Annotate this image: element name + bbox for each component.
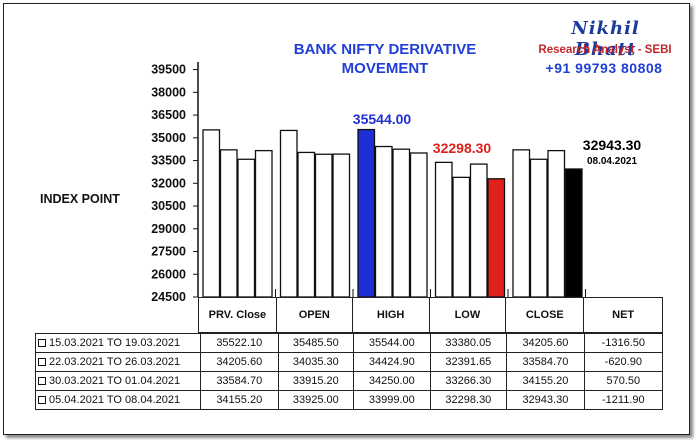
bar-close-week-1 <box>512 149 531 298</box>
bar-low-week-4 <box>487 178 506 298</box>
header-prv-close-label: PRV. Close <box>208 309 267 321</box>
cell-low: 32391.65 <box>429 352 508 372</box>
bar-high-week-1 <box>357 128 376 298</box>
cell-net: -620.90 <box>583 352 664 372</box>
title-line-2: MOVEMENT <box>341 60 429 77</box>
brand-phone: +91 99793 80808 <box>545 60 663 76</box>
annotation-close-value: 32943.30 <box>583 137 642 153</box>
bar-low-week-2 <box>452 176 471 298</box>
y-tick-label: 39500 <box>151 63 186 77</box>
row-period-text: 30.03.2021 TO 01.04.2021 <box>49 375 181 387</box>
cell-low: 33266.30 <box>429 371 508 391</box>
cell-prv-close: 34155.20 <box>200 390 279 410</box>
row-period: 05.04.2021 TO 08.04.2021 <box>34 390 202 410</box>
cell-prv-close: 33584.70 <box>200 371 279 391</box>
cell-close: 33584.70 <box>506 352 585 372</box>
cell-close: 34155.20 <box>506 371 585 391</box>
legend-square-icon <box>38 396 46 405</box>
title-line-1: BANK NIFTY DERIVATIVE <box>293 41 477 58</box>
table-row: 30.03.2021 TO 01.04.2021 33584.70 33915.20… <box>34 371 664 391</box>
legend-square-icon <box>38 377 46 386</box>
table-header: PRV. Close OPEN HIGH LOW CLOSE NET <box>198 297 663 333</box>
row-period-text: 22.03.2021 TO 26.03.2021 <box>49 356 181 368</box>
bar-open-week-1 <box>279 129 298 298</box>
y-tick-label: 32000 <box>151 176 186 190</box>
y-tick-label: 29000 <box>151 222 186 236</box>
table-row: 05.04.2021 TO 08.04.2021 34155.20 33925.00… <box>34 390 664 410</box>
cell-open: 33925.00 <box>277 390 355 410</box>
row-period: 22.03.2021 TO 26.03.2021 <box>34 352 202 372</box>
cell-high: 35544.00 <box>353 333 431 353</box>
bar-close-week-3 <box>547 149 566 298</box>
y-tick-label: 30500 <box>151 199 186 213</box>
brand-role: Research Analyst - SEBI <box>538 44 672 56</box>
annotation-high-value: 35544.00 <box>353 111 412 127</box>
legend-square-icon <box>38 358 46 367</box>
annotation-close-date: 08.04.2021 <box>587 156 637 167</box>
bar-high-week-3 <box>392 148 411 298</box>
cell-open: 33915.20 <box>277 371 355 391</box>
row-period: 15.03.2021 TO 19.03.2021 <box>34 333 202 353</box>
bar-prv-close-week-3 <box>237 158 256 298</box>
y-tick-label: 36500 <box>151 108 186 122</box>
header-prv-close: PRV. Close <box>198 297 277 333</box>
cell-low: 33380.05 <box>429 333 508 353</box>
header-high: HIGH <box>351 297 430 333</box>
y-tick-label: 35000 <box>151 131 186 145</box>
cell-close: 32943.30 <box>506 390 585 410</box>
y-tick-label: 33500 <box>151 154 186 168</box>
table-row: 15.03.2021 TO 19.03.2021 35522.10 35485.50… <box>34 333 664 353</box>
y-tick-label: 27500 <box>151 245 186 259</box>
cell-net: -1316.50 <box>583 333 664 353</box>
bar-high-week-4 <box>409 152 428 298</box>
bar-open-week-2 <box>297 151 316 298</box>
bar-open-week-3 <box>314 153 333 298</box>
bar-high-week-2 <box>374 145 393 298</box>
table-row: 22.03.2021 TO 26.03.2021 34205.60 34035.30… <box>34 352 664 372</box>
cell-prv-close: 34205.60 <box>200 352 279 372</box>
annotation-low-value: 32298.30 <box>433 140 492 156</box>
row-period-text: 15.03.2021 TO 19.03.2021 <box>49 337 181 349</box>
cell-net: -1211.90 <box>583 390 664 410</box>
row-period-text: 05.04.2021 TO 08.04.2021 <box>49 394 181 406</box>
y-tick-label: 26000 <box>151 267 186 281</box>
cell-low: 32298.30 <box>429 390 508 410</box>
header-close: CLOSE <box>505 297 585 333</box>
y-tick-label: 24500 <box>151 290 186 304</box>
bar-low-week-1 <box>434 161 453 298</box>
header-open: OPEN <box>275 297 353 333</box>
cell-high: 34250.00 <box>353 371 431 391</box>
chart-title: BANK NIFTY DERIVATIVE MOVEMENT <box>265 40 505 78</box>
bar-low-week-3 <box>469 163 488 298</box>
data-table: 15.03.2021 TO 19.03.2021 35522.10 35485.50… <box>34 333 664 410</box>
cell-prv-close: 35522.10 <box>200 333 279 353</box>
header-low: LOW <box>428 297 507 333</box>
legend-square-icon <box>38 339 46 348</box>
bar-prv-close-week-2 <box>219 149 238 298</box>
row-period: 30.03.2021 TO 01.04.2021 <box>34 371 202 391</box>
cell-high: 33999.00 <box>353 390 431 410</box>
cell-open: 35485.50 <box>277 333 355 353</box>
bar-close-week-4 <box>564 168 583 298</box>
cell-open: 34035.30 <box>277 352 355 372</box>
bar-close-week-2 <box>529 158 548 298</box>
cell-high: 34424.90 <box>353 352 431 372</box>
brand-name: Nikhil Bhatt <box>571 18 640 60</box>
header-net: NET <box>583 297 663 333</box>
bar-prv-close-week-1 <box>202 129 221 298</box>
bar-prv-close-week-4 <box>254 149 273 298</box>
y-axis-label: INDEX POINT <box>40 192 120 206</box>
bar-open-week-4 <box>332 153 351 298</box>
y-tick-label: 38000 <box>151 85 186 99</box>
cell-net: 570.50 <box>583 371 664 391</box>
cell-close: 34205.60 <box>506 333 585 353</box>
